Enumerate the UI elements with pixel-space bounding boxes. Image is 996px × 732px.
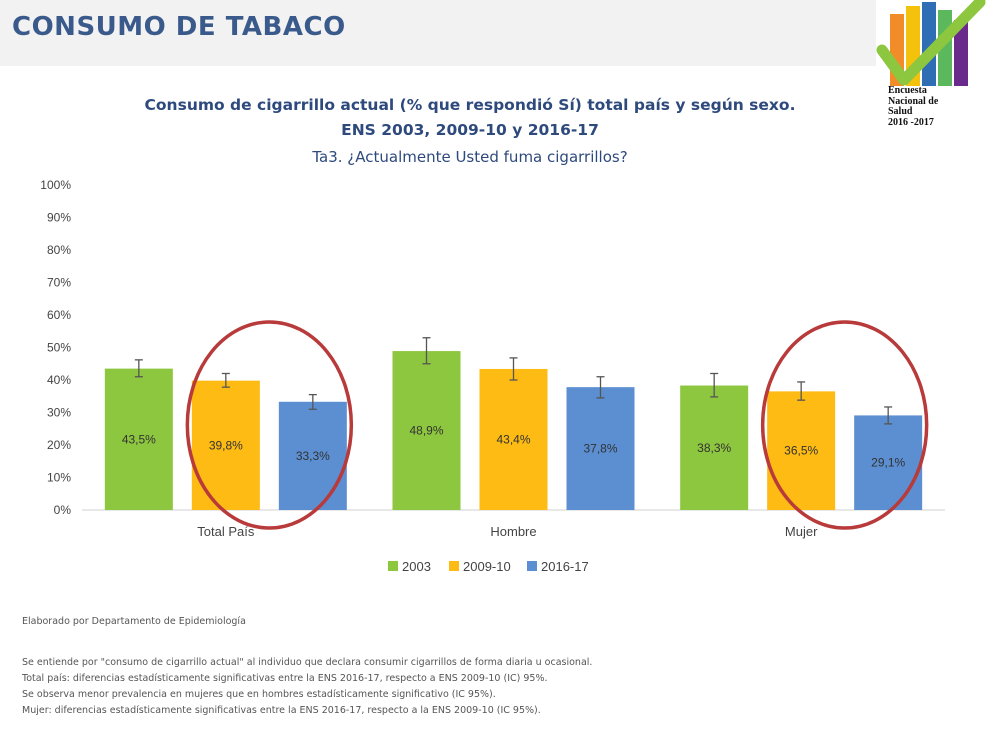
footer-credit: Elaborado por Departamento de Epidemiolo… xyxy=(22,616,246,627)
data-label: 37,8% xyxy=(583,442,617,456)
bar xyxy=(479,368,548,510)
x-category-label: Hombre xyxy=(490,524,536,539)
data-label: 48,9% xyxy=(409,424,443,438)
y-tick-label: 90% xyxy=(47,211,71,225)
x-category-label: Mujer xyxy=(785,524,818,539)
chart-subtitle: Ta3. ¿Actualmente Usted fuma cigarrillos… xyxy=(312,148,628,166)
logo-text: Encuesta Nacional de Salud 2016 -2017 xyxy=(888,85,939,128)
legend-swatch xyxy=(388,561,398,571)
check-mark-icon xyxy=(876,0,986,86)
chart-title-line1: Consumo de cigarrillo actual (% que resp… xyxy=(144,96,796,114)
footer-note-2: Total país: diferencias estadísticamente… xyxy=(22,673,548,684)
y-tick-label: 80% xyxy=(47,243,71,257)
y-tick-label: 60% xyxy=(47,308,71,322)
logo-line-1: Encuesta xyxy=(888,85,927,96)
x-category-label: Total País xyxy=(197,524,255,539)
legend-swatch xyxy=(449,561,459,571)
y-tick-label: 50% xyxy=(47,341,71,355)
data-label: 38,3% xyxy=(697,441,731,455)
y-tick-label: 10% xyxy=(47,471,71,485)
data-label: 33,3% xyxy=(296,449,330,463)
header-bar: CONSUMO DE TABACO xyxy=(0,0,876,66)
page-title: CONSUMO DE TABACO xyxy=(12,12,346,42)
chart-title-line2: ENS 2003, 2009-10 y 2016-17 xyxy=(341,121,599,139)
legend-label: 2009-10 xyxy=(463,559,511,574)
y-tick-label: 0% xyxy=(54,503,72,517)
logo-line-4: 2016 -2017 xyxy=(888,116,934,128)
bar xyxy=(278,401,347,510)
bar-chart: 0% 10% 20% 30% 40% 50% 60% 70% 80% 90% 100% 43,5% 39… xyxy=(40,178,945,574)
bar xyxy=(566,387,635,510)
data-label: 39,8% xyxy=(209,438,243,452)
legend-label: 2016-17 xyxy=(541,559,589,574)
logo-line-2: Nacional de xyxy=(888,95,939,107)
highlight-ellipse xyxy=(185,320,354,530)
footer-note-4: Mujer: diferencias estadísticamente sign… xyxy=(22,705,541,716)
ens-logo xyxy=(876,0,986,86)
data-label: 29,1% xyxy=(871,456,905,470)
footer-note-1: Se entiende por "consumo de cigarrillo a… xyxy=(22,657,593,668)
footer-note-3: Se observa menor prevalencia en mujeres … xyxy=(22,689,496,700)
data-label: 43,4% xyxy=(496,432,530,446)
logo-line-3: Salud xyxy=(888,106,913,117)
highlight-ellipse xyxy=(760,320,929,530)
bar xyxy=(680,385,749,510)
data-label: 36,5% xyxy=(784,444,818,458)
y-tick-label: 40% xyxy=(47,373,71,387)
bar xyxy=(767,391,836,510)
logo-bar-purple xyxy=(954,20,968,86)
y-tick-label: 30% xyxy=(47,406,71,420)
y-tick-label: 70% xyxy=(47,276,71,290)
data-label: 43,5% xyxy=(122,432,156,446)
y-tick-label: 100% xyxy=(40,178,71,192)
bar xyxy=(104,368,173,510)
bar xyxy=(392,351,461,510)
bar xyxy=(854,415,923,510)
legend-label: 2003 xyxy=(402,559,431,574)
legend-swatch xyxy=(527,561,537,571)
y-tick-label: 20% xyxy=(47,438,71,452)
